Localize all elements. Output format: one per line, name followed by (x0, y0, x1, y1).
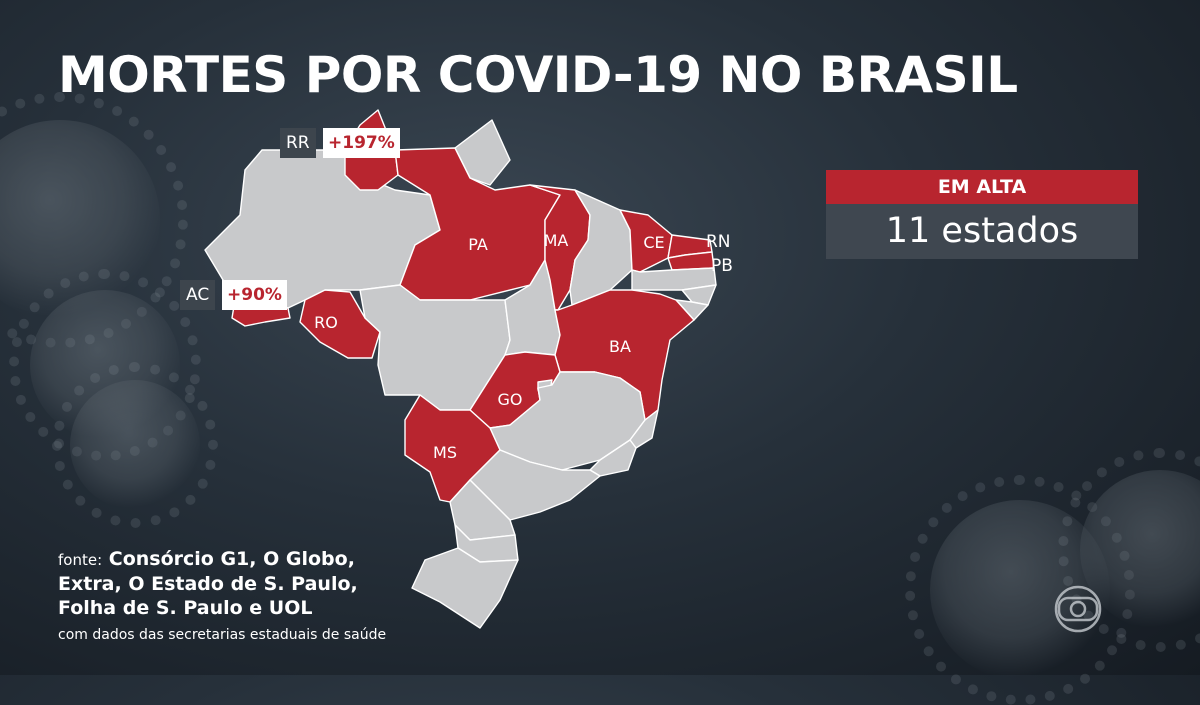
callout-rr-change: +197% (323, 128, 400, 158)
label-go: GO (498, 390, 523, 409)
label-ro: RO (314, 313, 338, 332)
label-ba: BA (609, 337, 631, 356)
label-rn: RN (706, 232, 731, 252)
page-title: MORTES POR COVID-19 NO BRASIL (58, 46, 1018, 104)
label-pa: PA (468, 235, 488, 254)
virus-decoration (51, 361, 219, 529)
source-line-3: Folha de S. Paulo e UOL (58, 597, 313, 619)
callout-rr-state: RR (280, 128, 316, 158)
state-es[interactable] (629, 409, 659, 449)
state-am[interactable] (204, 149, 441, 309)
source-credit: fonte: Consórcio G1, O Globo, Extra, O E… (58, 547, 386, 647)
em-alta-count: 11 estados (826, 204, 1138, 259)
brazil-map: PA MA CE RO BA GO MS (204, 109, 717, 629)
callout-ac-change: +90% (222, 280, 287, 310)
state-rs[interactable] (411, 547, 519, 629)
em-alta-header: EM ALTA (826, 170, 1138, 204)
state-pb[interactable] (667, 251, 715, 271)
source-prefix: fonte: (58, 551, 103, 569)
callout-ac-state: AC (180, 280, 216, 310)
globo-logo-icon (1054, 585, 1102, 633)
label-ce: CE (643, 233, 664, 252)
source-text-1: Consórcio G1, O Globo, (108, 548, 355, 570)
source-note: com dados das secretarias estaduais de s… (58, 627, 387, 643)
label-ma: MA (544, 231, 569, 250)
label-pb: PB (711, 256, 733, 276)
state-ro[interactable] (299, 289, 381, 359)
state-mg[interactable] (489, 371, 646, 471)
source-line-2: Extra, O Estado de S. Paulo, (58, 573, 358, 595)
source-line-1: fonte: Consórcio G1, O Globo, (58, 547, 386, 572)
state-ce[interactable] (619, 209, 673, 273)
label-ms: MS (433, 443, 457, 462)
